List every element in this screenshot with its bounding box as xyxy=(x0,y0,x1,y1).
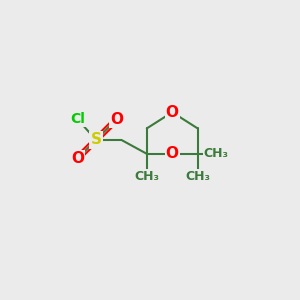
Text: CH₃: CH₃ xyxy=(134,170,159,183)
Text: S: S xyxy=(91,132,101,147)
Text: CH₃: CH₃ xyxy=(204,147,229,160)
Text: O: O xyxy=(166,105,179,120)
Text: O: O xyxy=(166,146,179,161)
Text: Cl: Cl xyxy=(70,112,85,126)
Text: O: O xyxy=(71,151,84,166)
Text: CH₃: CH₃ xyxy=(185,170,210,183)
Text: O: O xyxy=(110,112,123,127)
